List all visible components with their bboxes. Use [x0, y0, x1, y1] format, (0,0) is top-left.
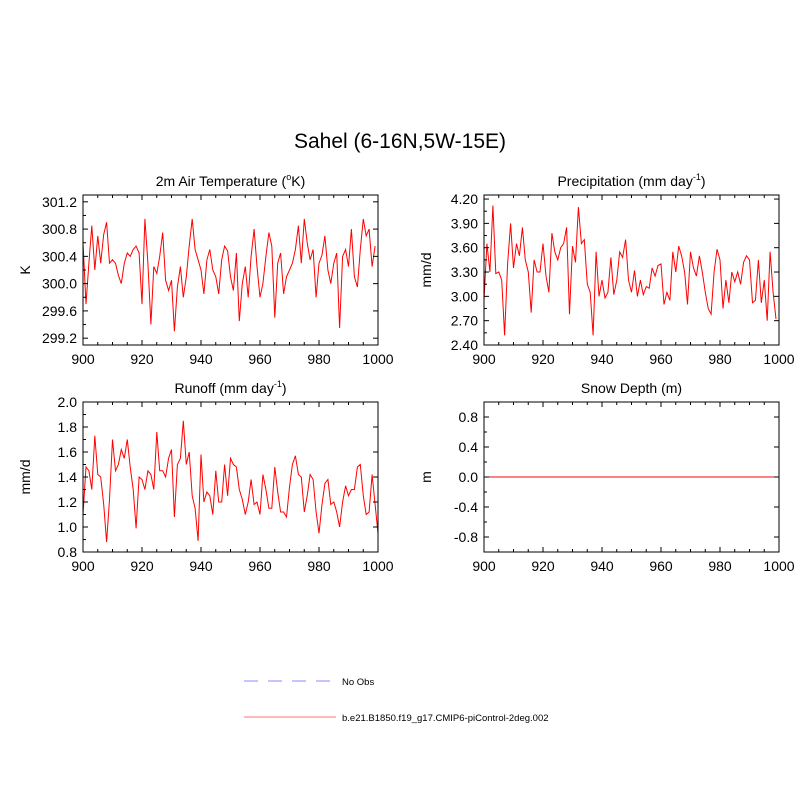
y-axis-label: mm/d: [17, 460, 33, 495]
y-tick-label: 1.4: [58, 469, 78, 485]
x-tick-label: 940: [590, 351, 614, 367]
plot-frame: [82, 401, 379, 553]
x-tick-label: 1000: [763, 558, 794, 574]
x-tick-label: 900: [71, 351, 95, 367]
x-tick-label: 900: [472, 558, 496, 574]
y-tick-label: 299.6: [42, 303, 77, 319]
y-tick-label: 0.8: [459, 409, 479, 425]
legend-label-obs: No Obs: [342, 677, 374, 688]
y-tick-label: 3.90: [451, 215, 478, 231]
series-line: [82, 420, 379, 543]
x-tick-label: 900: [472, 351, 496, 367]
x-tick-label: 1000: [362, 351, 393, 367]
plot-frame: [82, 194, 379, 346]
y-tick-label: 0.0: [459, 469, 479, 485]
x-tick-label: 940: [590, 558, 614, 574]
x-tick-label: 980: [708, 351, 732, 367]
legend-label-model: b.e21.B1850.f19_g17.CMIP6-piControl-2deg…: [342, 713, 549, 724]
panel-title: Snow Depth (m): [581, 380, 682, 396]
x-tick-label: 1000: [763, 351, 794, 367]
y-tick-label: 1.6: [58, 444, 78, 460]
y-tick-label: 301.2: [42, 194, 77, 210]
panel-title: Precipitation (mm day-1): [557, 172, 705, 189]
y-tick-label: 299.2: [42, 330, 77, 346]
panel-title: 2m Air Temperature (oK): [156, 172, 305, 189]
x-tick-label: 960: [248, 351, 272, 367]
y-tick-label: 1.2: [58, 494, 78, 510]
y-tick-label: 1.8: [58, 419, 78, 435]
x-tick-label: 960: [649, 558, 673, 574]
y-tick-label: 300.8: [42, 221, 77, 237]
series-line: [82, 218, 376, 332]
x-tick-label: 920: [531, 351, 555, 367]
x-tick-label: 960: [248, 558, 272, 574]
y-tick-label: 3.60: [451, 240, 478, 256]
x-tick-label: 920: [531, 558, 555, 574]
y-axis-label: mm/d: [418, 253, 434, 288]
y-tick-label: 3.00: [451, 288, 478, 304]
x-tick-label: 920: [130, 558, 154, 574]
y-axis-label: K: [17, 265, 33, 275]
y-tick-label: 4.20: [451, 191, 478, 207]
x-tick-label: 980: [708, 558, 732, 574]
x-tick-label: 940: [189, 351, 213, 367]
y-tick-label: 300.0: [42, 276, 77, 292]
y-tick-label: 0.4: [459, 439, 479, 455]
y-tick-label: 300.4: [42, 248, 77, 264]
x-tick-label: 920: [130, 351, 154, 367]
x-tick-label: 960: [649, 351, 673, 367]
x-tick-label: 900: [71, 558, 95, 574]
y-tick-label: 2.0: [58, 394, 78, 410]
series-line: [483, 205, 777, 336]
y-tick-label: 2.70: [451, 313, 478, 329]
y-axis-label: m: [418, 471, 434, 483]
panel-title: Runoff (mm day-1): [174, 379, 286, 396]
y-tick-label: -0.4: [454, 499, 478, 515]
y-tick-label: 3.30: [451, 264, 478, 280]
figure-title: Sahel (6-16N,5W-15E): [293, 130, 507, 153]
y-tick-label: 0.8: [58, 544, 78, 560]
y-tick-label: 1.0: [58, 519, 78, 535]
x-tick-label: 940: [189, 558, 213, 574]
y-tick-label: -0.8: [454, 529, 478, 545]
y-tick-label: 2.40: [451, 337, 478, 353]
x-tick-label: 1000: [362, 558, 393, 574]
x-tick-label: 980: [307, 558, 331, 574]
x-tick-label: 980: [307, 351, 331, 367]
